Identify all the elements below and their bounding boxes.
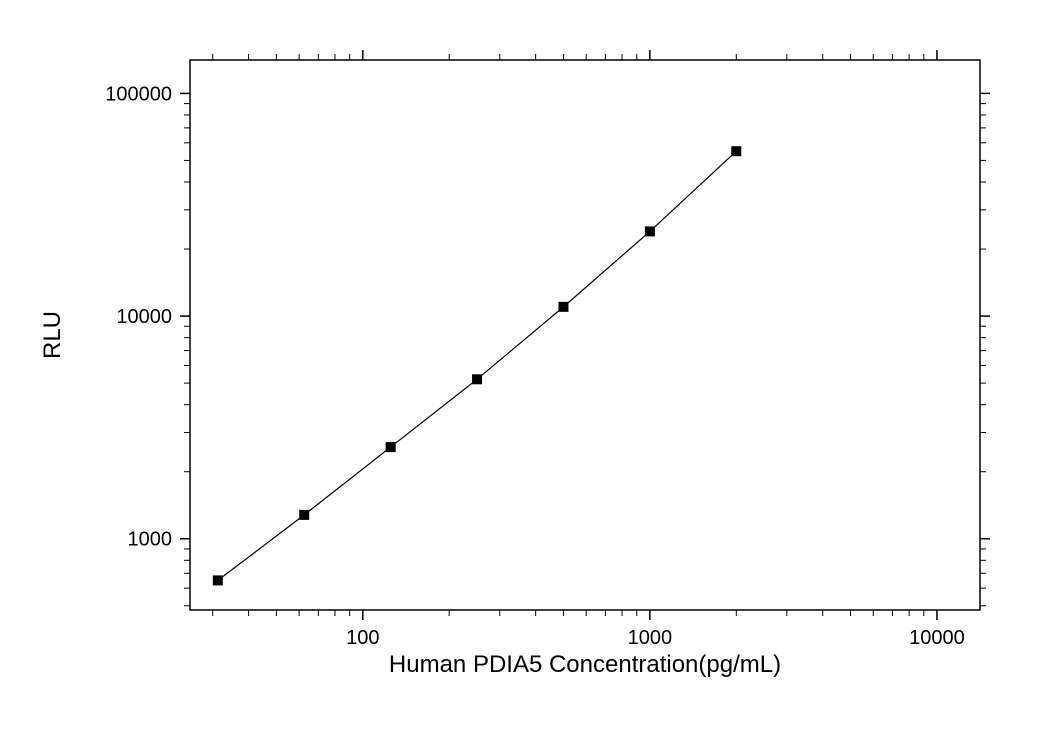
data-point xyxy=(213,575,223,585)
y-tick-label: 1000 xyxy=(128,529,173,551)
data-point xyxy=(645,226,655,236)
data-point xyxy=(558,302,568,312)
x-tick-label: 1000 xyxy=(628,627,673,649)
chart-svg: 100 1000 10000 1000 10000 100000 Human PDIA5 C… xyxy=(0,0,1060,744)
x-tick-label: 100 xyxy=(346,627,379,649)
data-point xyxy=(731,146,741,156)
data-point xyxy=(299,510,309,520)
data-point xyxy=(386,442,396,452)
x-axis-label: Human PDIA5 Concentration(pg/mL) xyxy=(389,651,781,678)
x-tick-label: 10000 xyxy=(909,627,965,649)
y-axis-label: RLU xyxy=(39,311,66,359)
chart-container: 100 1000 10000 1000 10000 100000 Human PDIA5 C… xyxy=(0,0,1060,744)
y-tick-label: 100000 xyxy=(105,83,172,105)
y-tick-label: 10000 xyxy=(116,306,172,328)
data-point xyxy=(472,374,482,384)
